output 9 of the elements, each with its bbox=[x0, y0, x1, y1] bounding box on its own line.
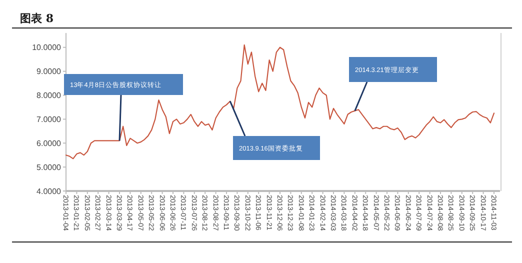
line-series bbox=[65, 44, 495, 160]
y-tick-label: 10.0000 bbox=[32, 43, 62, 52]
y-tick-label: 4.0000 bbox=[36, 186, 62, 196]
y-tick-label: 6.0000 bbox=[36, 138, 62, 148]
y-tick-label: 7.0000 bbox=[36, 114, 62, 124]
y-tick-label: 5.0000 bbox=[36, 162, 62, 172]
y-tick-label: 8.0000 bbox=[36, 91, 62, 100]
chart-title: 图表 8 bbox=[20, 12, 54, 25]
y-tick-label: 9.0000 bbox=[36, 67, 62, 76]
